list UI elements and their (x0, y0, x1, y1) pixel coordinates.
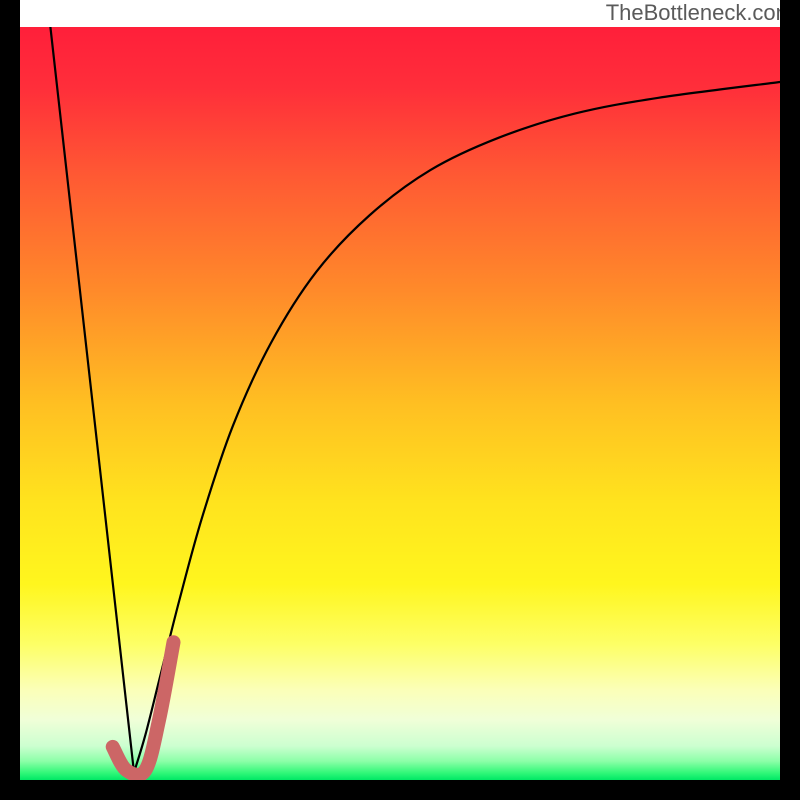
stage: TheBottleneck.com (0, 0, 800, 800)
curves-layer (20, 27, 780, 780)
bottleneck-curve (50, 27, 780, 772)
plot-area (20, 27, 780, 780)
